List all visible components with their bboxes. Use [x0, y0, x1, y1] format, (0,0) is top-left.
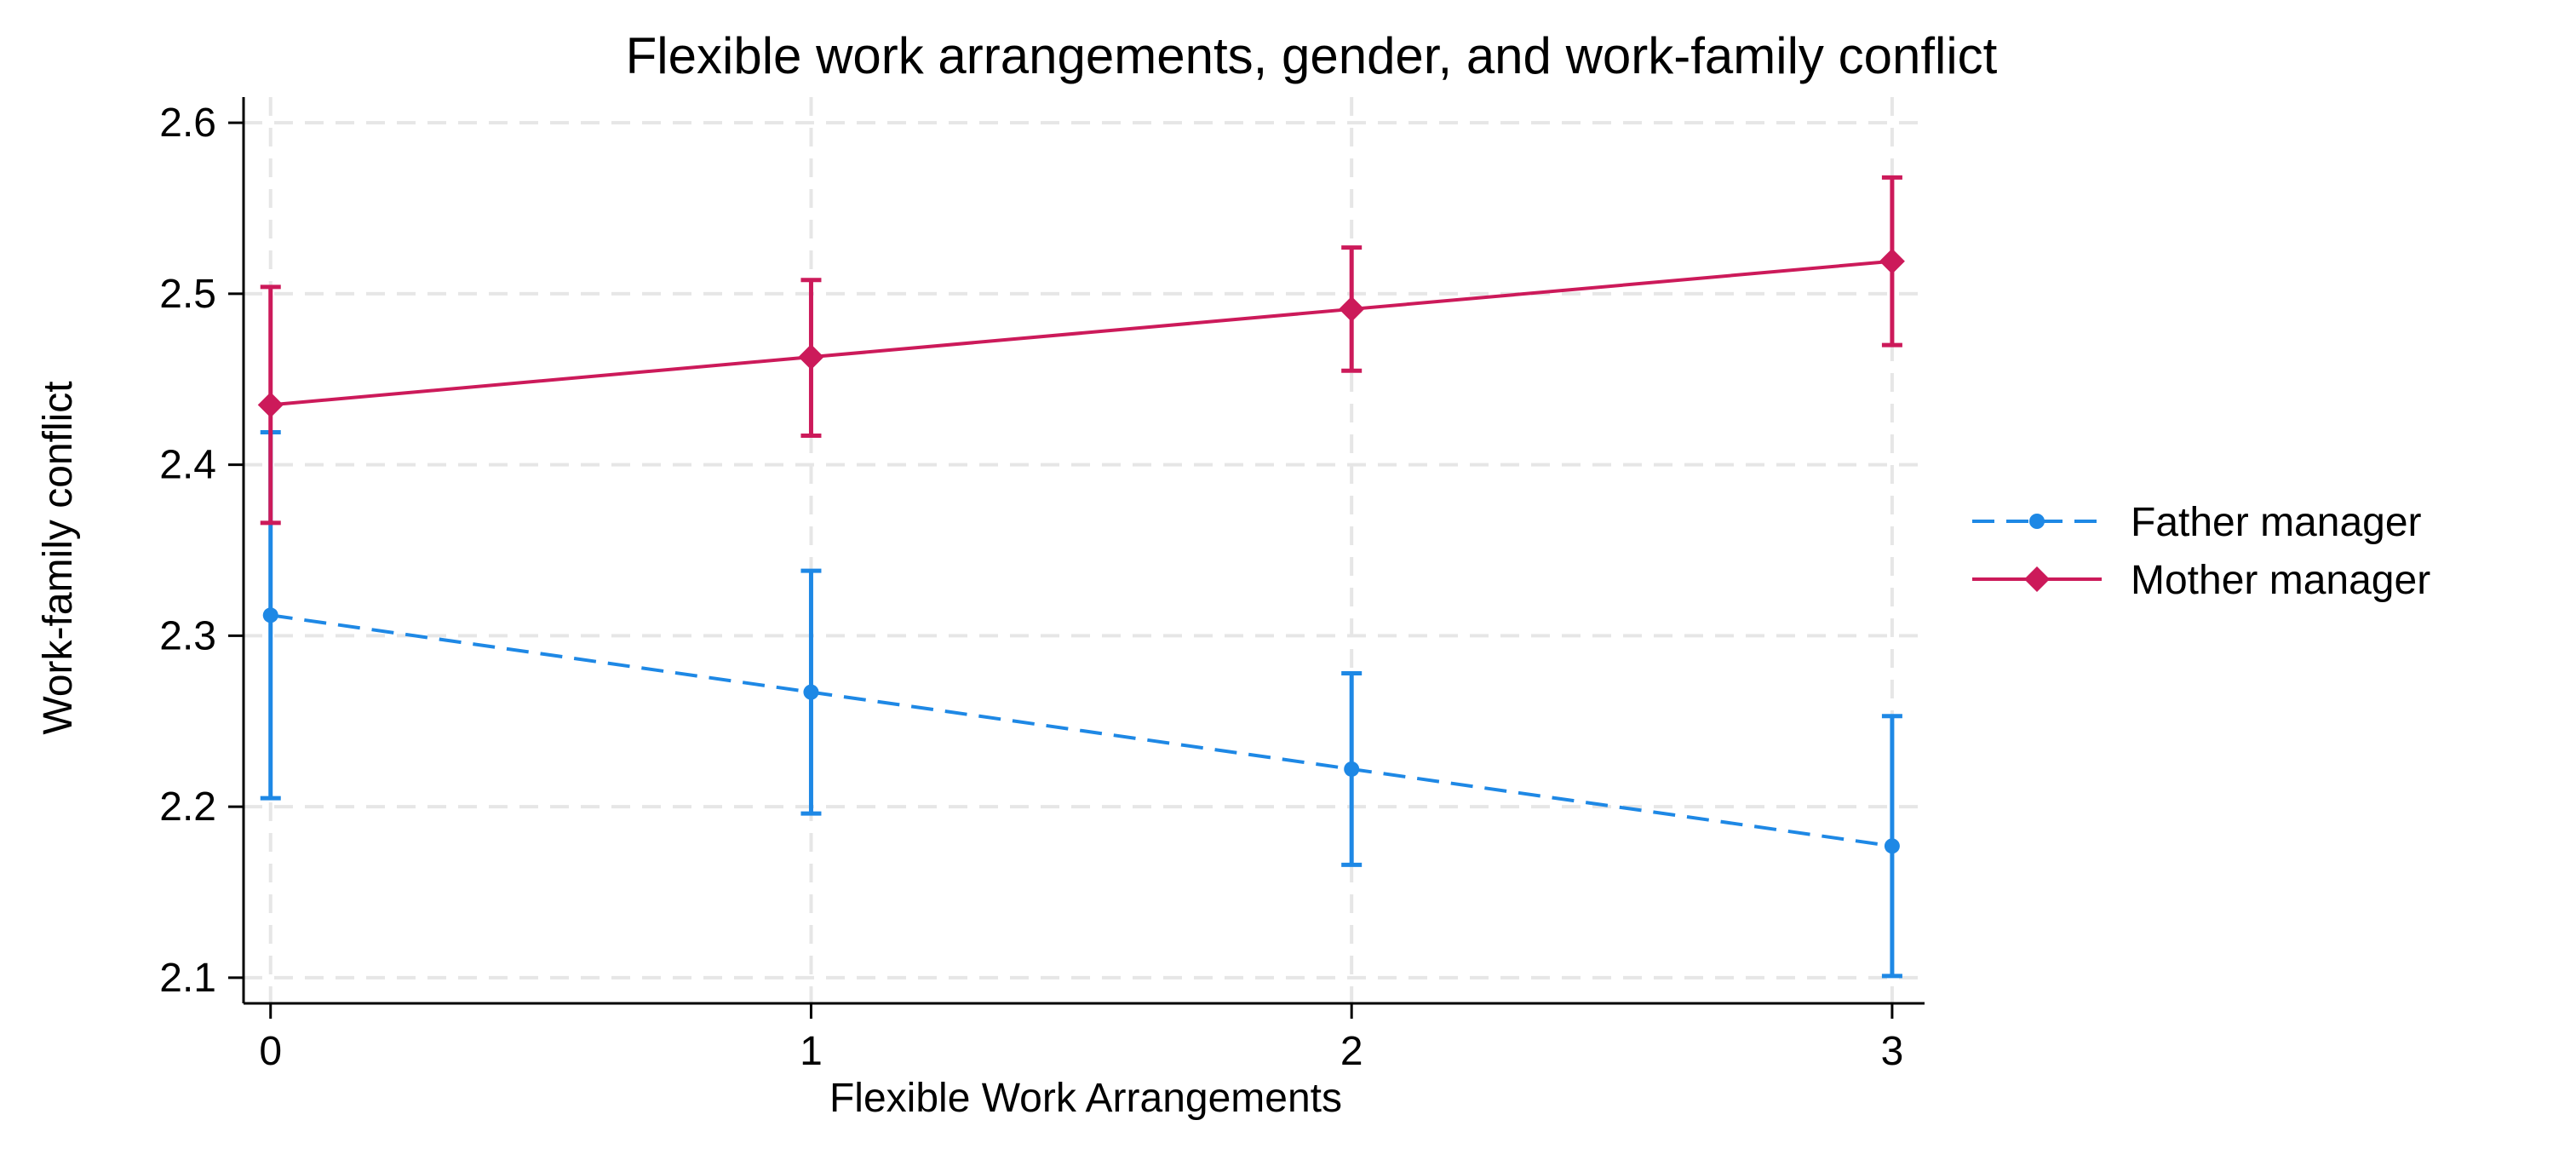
y-tick-label: 2.2 [159, 784, 216, 830]
axes: 2.1 2.2 2.3 2.4 2.5 2.6 0 1 2 3 [159, 97, 1925, 1074]
y-axis-title: Work-family conflict [36, 381, 81, 734]
y-tick-label: 2.6 [159, 101, 216, 146]
series-line [270, 613, 1893, 848]
x-axis-title: Flexible Work Arrangements [829, 1076, 1342, 1121]
x-tick-label: 2 [1340, 1029, 1363, 1074]
y-tick-label: 2.5 [159, 272, 216, 317]
legend-label: Father manager [2131, 500, 2422, 545]
x-tick-label: 3 [1881, 1029, 1904, 1074]
legend: Father manager Mother manager [1972, 500, 2430, 603]
series-line [270, 259, 1893, 407]
data-point [262, 607, 278, 623]
y-tick-label: 2.4 [159, 443, 216, 488]
legend-marker [2024, 566, 2050, 592]
data-point [1344, 761, 1360, 777]
data-point [1339, 296, 1365, 322]
data-point [1879, 248, 1905, 274]
legend-marker [2029, 514, 2045, 529]
plot-area [257, 175, 1905, 979]
y-tick-label: 2.3 [159, 613, 216, 658]
y-tick-label: 2.1 [159, 956, 216, 1001]
legend-label: Mother manager [2131, 558, 2430, 603]
series-mother-manager [257, 175, 1905, 526]
data-point [798, 344, 824, 371]
data-point [1884, 838, 1900, 854]
x-tick-label: 0 [259, 1029, 282, 1074]
data-point [257, 392, 284, 418]
data-point [803, 684, 819, 700]
chart-title: Flexible work arrangements, gender, and … [626, 27, 1998, 84]
x-tick-label: 1 [800, 1029, 823, 1074]
grid [244, 97, 1925, 1003]
